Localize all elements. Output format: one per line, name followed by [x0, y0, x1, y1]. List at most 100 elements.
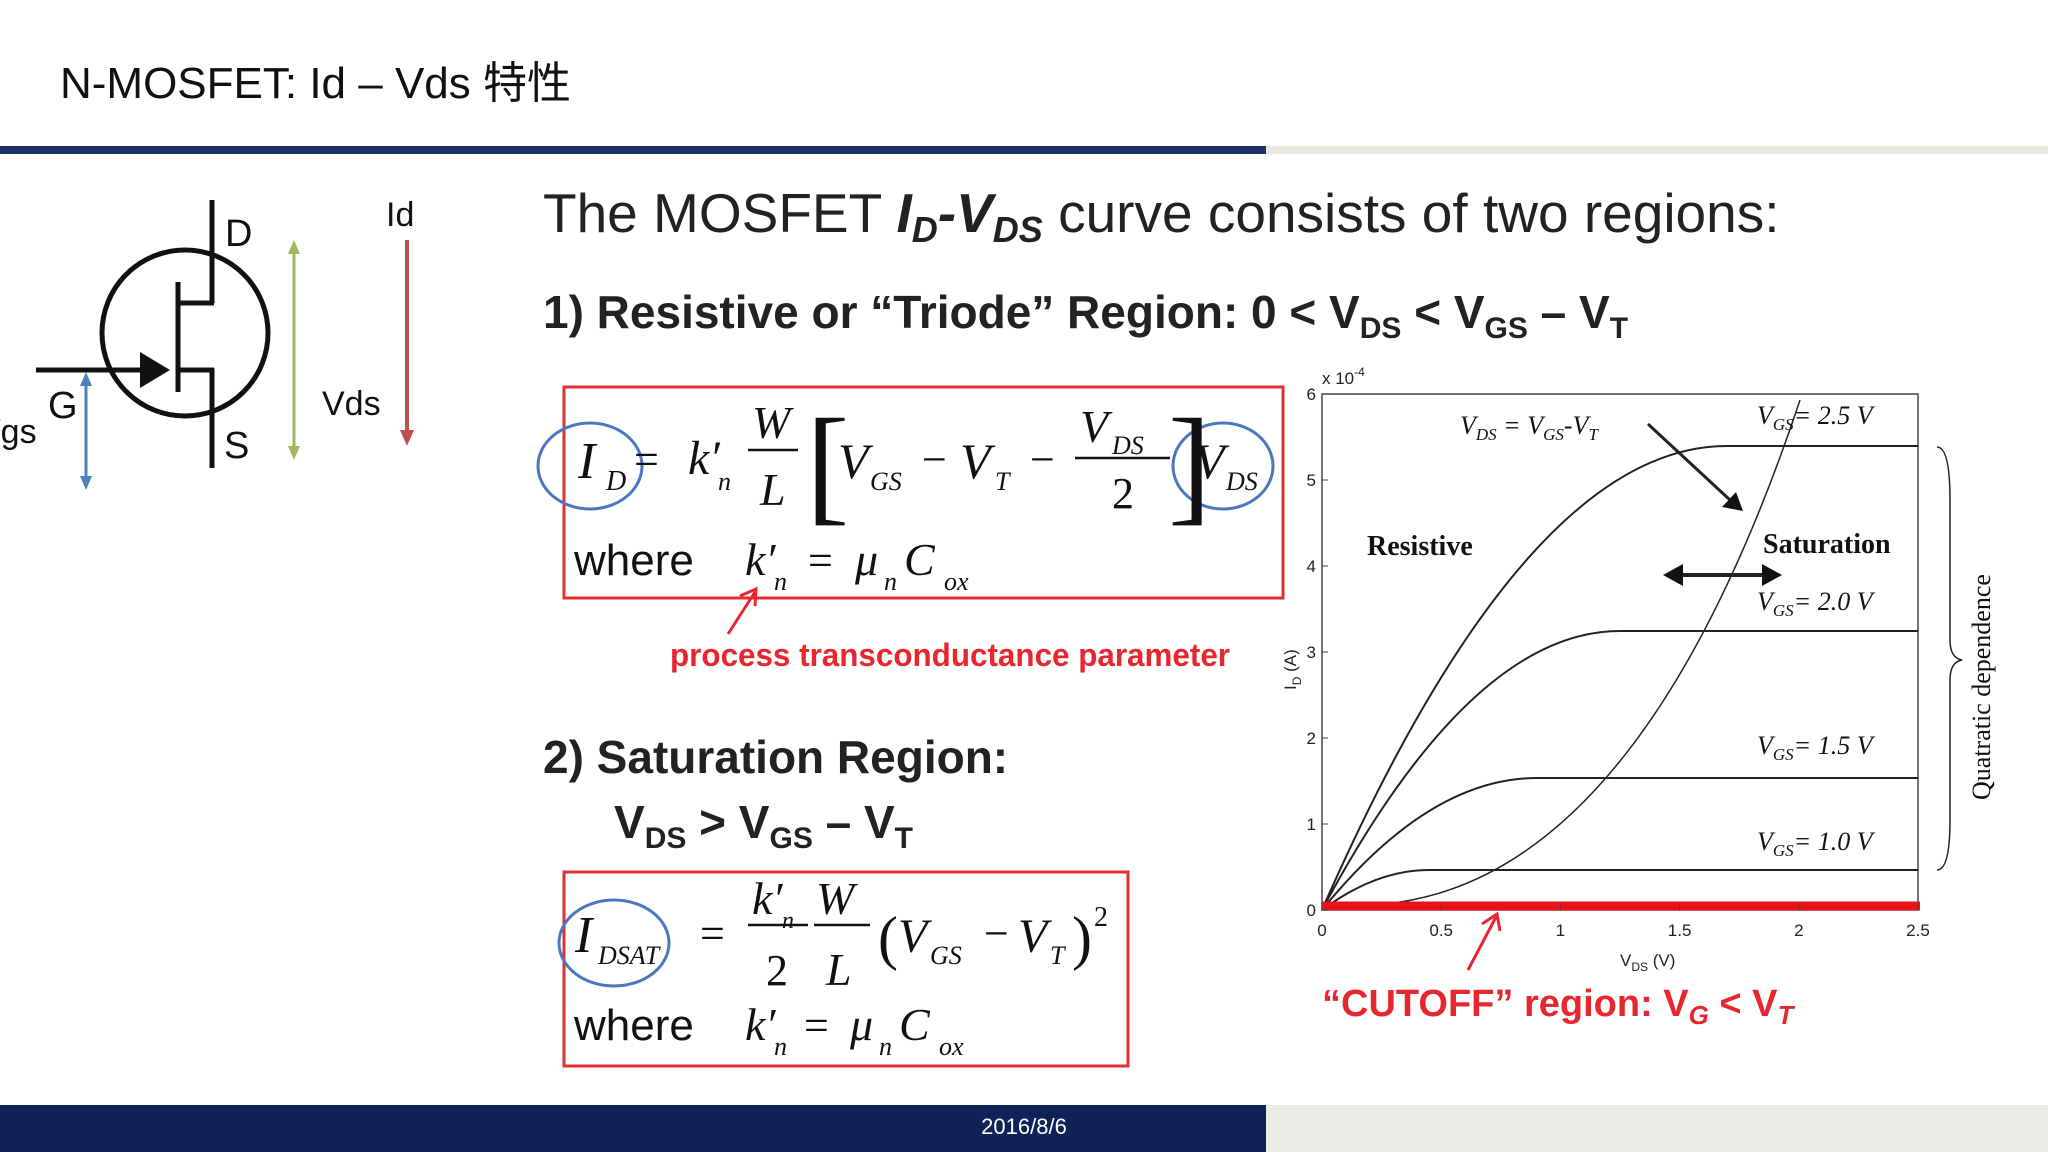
equation-glyph: n — [884, 567, 897, 596]
x-tick-label: 2 — [1794, 921, 1803, 940]
equation-glyph: 2 — [1094, 902, 1108, 933]
equation-glyph: where — [573, 536, 694, 585]
axis-text: (V) — [1648, 951, 1675, 970]
curve-text: V — [1757, 587, 1776, 616]
equation-glyph: n — [774, 567, 787, 596]
condition-text: – V — [813, 796, 895, 848]
region1-text: < V — [1401, 286, 1484, 338]
vds-arrow — [288, 240, 300, 460]
highlight-ellipses — [536, 421, 1275, 988]
equation-box — [562, 385, 1285, 600]
boundary-text: T — [1588, 425, 1599, 444]
y-tick-label: 1 — [1307, 815, 1316, 834]
condition-text: T — [895, 822, 913, 855]
mosfet-symbol — [36, 200, 271, 468]
y-tick-label: 4 — [1307, 557, 1316, 576]
equation-glyph: where — [573, 1001, 694, 1050]
source-label: S — [224, 425, 249, 467]
region2-condition: VDS > VGS – VT — [614, 796, 913, 855]
cutoff-text: < V — [1709, 983, 1778, 1025]
region2-title: 2) Saturation Region: — [543, 731, 1008, 783]
multiplier-text: x 10 — [1322, 369, 1354, 388]
x-tick-label: 1.5 — [1668, 921, 1692, 940]
equation-glyph: n — [782, 908, 794, 934]
note: process transconductance parameter — [670, 637, 1230, 673]
curve-text: GS — [1773, 415, 1794, 434]
x-tick-label: 2.5 — [1906, 921, 1930, 940]
drain-label: D — [225, 213, 252, 255]
x-tick-label: 0.5 — [1429, 921, 1453, 940]
equation-glyph: k′ — [688, 432, 721, 485]
heading: The MOSFET ID-VDS curve consists of two … — [543, 182, 1780, 250]
equation-glyph: L — [759, 464, 786, 515]
equation-glyph: L — [825, 944, 852, 995]
saturation-label: Saturation — [1763, 529, 1891, 560]
boundary-text: DS — [1475, 425, 1497, 444]
heading-text: -V — [938, 182, 997, 244]
id-arrow — [400, 240, 414, 446]
equation-glyph: n — [774, 1032, 787, 1061]
y-axis-label: ID (A) — [1281, 649, 1304, 690]
axis-text: D — [1290, 676, 1304, 685]
axis-multiplier: x 10-4 — [1322, 365, 1365, 388]
vds-label: Vds — [322, 385, 381, 423]
equation-glyph: V — [838, 433, 874, 489]
equation-glyph: V — [1080, 401, 1113, 452]
title-rule — [0, 146, 1266, 154]
curve-label: VGS= 2.5 V — [1757, 401, 1876, 434]
equation-glyph: C — [899, 999, 931, 1050]
equation-glyph: = — [700, 909, 725, 958]
equation-glyph: 2 — [1112, 469, 1134, 518]
region1-text: 1) Resistive or “Triode” Region: 0 < V — [543, 286, 1360, 338]
curve-text: GS — [1773, 601, 1794, 620]
equation-glyph: W — [816, 873, 858, 924]
id-label: Id — [386, 196, 414, 234]
curve-text: GS — [1773, 745, 1794, 764]
condition-text: DS — [645, 822, 687, 855]
cutoff-text: “CUTOFF” region: V — [1322, 983, 1689, 1025]
region1-text: GS — [1485, 312, 1528, 345]
equation-glyph: = — [804, 1001, 829, 1050]
x-tick-label: 0 — [1317, 921, 1326, 940]
title-rule-right — [1266, 146, 2048, 154]
footer-bar — [0, 1105, 1266, 1152]
curve-text: = 2.5 V — [1794, 401, 1876, 430]
equation-glyph: ox — [939, 1032, 964, 1061]
equation-glyph: T — [995, 467, 1011, 496]
region1-text: – V — [1528, 286, 1610, 338]
note-arrow — [726, 586, 758, 635]
equation-glyph: μ — [849, 999, 873, 1050]
boundary-label: VDS = VGS-VT — [1460, 411, 1599, 444]
multiplier-text: -4 — [1354, 365, 1365, 379]
equation-glyph: μ — [854, 534, 878, 585]
y-tick-label: 2 — [1307, 729, 1316, 748]
equation-glyph: GS — [930, 941, 962, 970]
gate-arrow — [140, 352, 170, 388]
axis-text: V — [1620, 951, 1632, 970]
axis-text: DS — [1631, 960, 1648, 974]
vgs-arrow — [80, 372, 92, 490]
curve-text: V — [1757, 401, 1776, 430]
equation-glyph: DSAT — [597, 941, 661, 970]
heading-text: I — [897, 182, 914, 244]
curve-text: = 1.5 V — [1794, 731, 1876, 760]
condition-text: V — [614, 796, 645, 848]
double-arrowhead — [1663, 564, 1683, 586]
equation-glyph: n — [718, 467, 731, 496]
equation-glyph: ] — [1168, 393, 1211, 537]
resistive-label: Resistive — [1367, 531, 1473, 562]
equation-glyph: ox — [944, 567, 969, 596]
boundary-text: -V — [1564, 411, 1592, 440]
equation-glyph: − — [1030, 435, 1055, 484]
axis-text: (A) — [1281, 649, 1300, 676]
equation-box — [562, 870, 1130, 1068]
equation-glyph: k′ — [745, 999, 776, 1050]
curve-label: VGS= 1.0 V — [1757, 827, 1876, 860]
equation-glyph: T — [1050, 941, 1066, 970]
heading-text: D — [912, 209, 938, 250]
equation-glyph: W — [752, 397, 794, 448]
curve-label: VGS= 2.0 V — [1757, 587, 1876, 620]
